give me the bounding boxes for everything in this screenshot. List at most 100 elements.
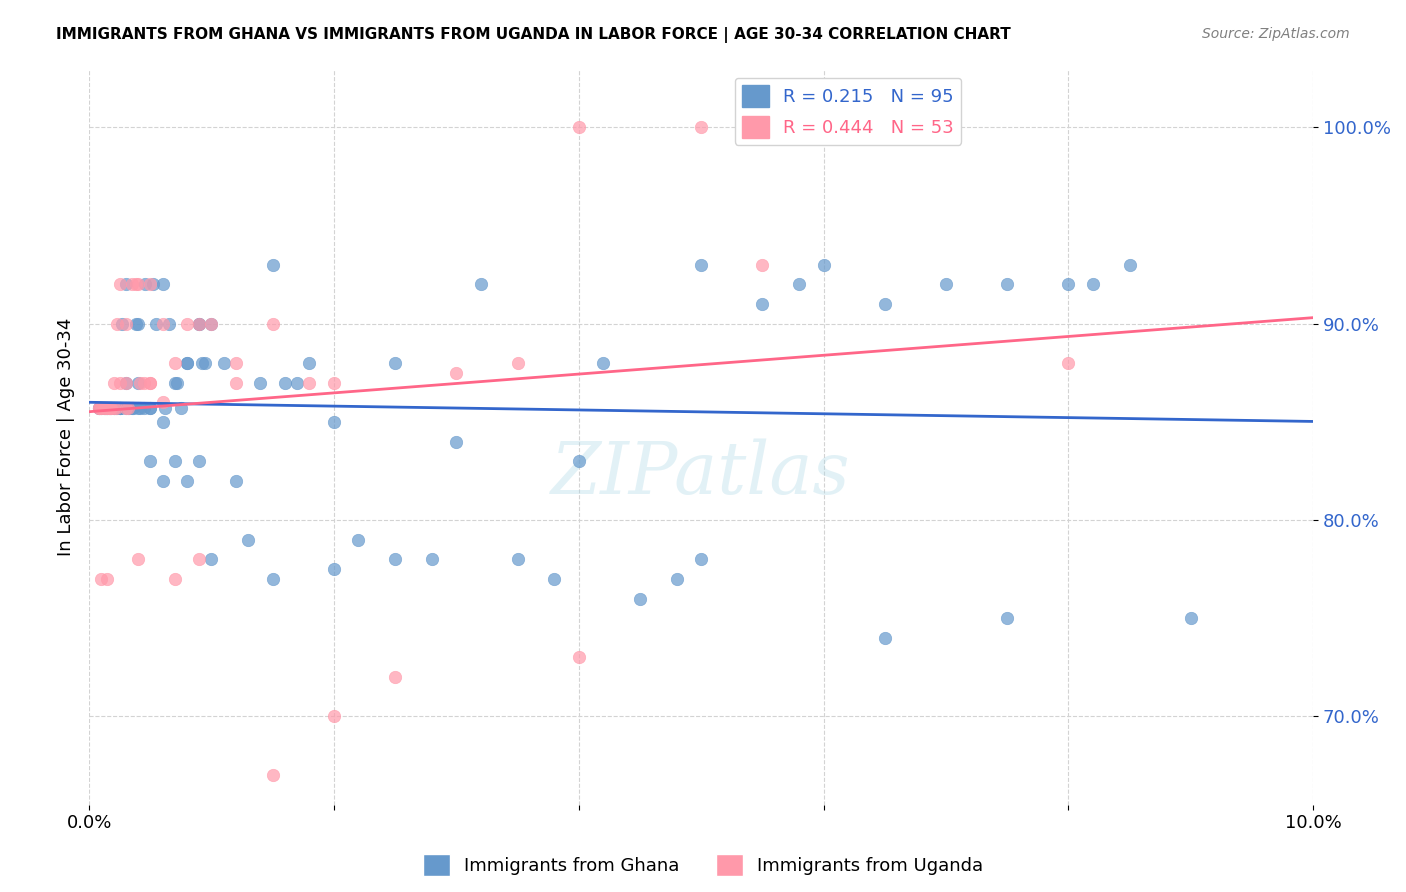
Point — [274, 376, 297, 390]
Point — [124, 277, 146, 292]
Point — [506, 552, 529, 566]
Point — [105, 401, 128, 416]
Point — [188, 454, 211, 468]
Point — [152, 474, 174, 488]
Text: ZIPatlas: ZIPatlas — [551, 438, 851, 508]
Point — [249, 376, 271, 390]
Point — [298, 376, 321, 390]
Point — [188, 317, 211, 331]
Point — [103, 401, 125, 416]
Point — [873, 297, 896, 311]
Point — [105, 401, 128, 416]
Point — [94, 401, 117, 416]
Point — [568, 650, 591, 665]
Point — [117, 401, 139, 416]
Point — [96, 401, 118, 416]
Point — [176, 317, 198, 331]
Point — [114, 401, 136, 416]
Point — [1057, 356, 1080, 370]
Point — [108, 401, 131, 416]
Point — [97, 401, 120, 416]
Point — [118, 401, 141, 416]
Point — [298, 356, 321, 370]
Point — [152, 277, 174, 292]
Point — [1081, 277, 1104, 292]
Point — [262, 768, 284, 782]
Point — [96, 572, 118, 586]
Point — [262, 258, 284, 272]
Point — [103, 376, 125, 390]
Point — [190, 356, 212, 370]
Point — [690, 258, 713, 272]
Point — [96, 401, 118, 416]
Point — [145, 317, 167, 331]
Point — [322, 415, 344, 429]
Point — [157, 317, 180, 331]
Point — [152, 395, 174, 409]
Point — [813, 258, 835, 272]
Point — [139, 454, 162, 468]
Point — [446, 366, 468, 380]
Point — [506, 356, 529, 370]
Point — [163, 572, 186, 586]
Point — [384, 552, 406, 566]
Point — [114, 317, 136, 331]
Point — [139, 376, 162, 390]
Point — [111, 317, 134, 331]
Point — [935, 277, 957, 292]
Point — [690, 120, 713, 135]
Point — [122, 401, 145, 416]
Point — [787, 277, 810, 292]
Point — [194, 356, 217, 370]
Point — [322, 562, 344, 576]
Point — [114, 376, 136, 390]
Point — [995, 277, 1018, 292]
Point — [114, 376, 136, 390]
Point — [628, 591, 651, 606]
Point — [873, 631, 896, 645]
Point — [200, 552, 222, 566]
Point — [384, 356, 406, 370]
Point — [238, 533, 260, 547]
Point — [96, 401, 118, 416]
Point — [105, 401, 128, 416]
Point — [188, 552, 211, 566]
Point — [176, 474, 198, 488]
Point — [108, 376, 131, 390]
Point — [212, 356, 235, 370]
Point — [108, 277, 131, 292]
Point — [134, 376, 156, 390]
Y-axis label: In Labor Force | Age 30-34: In Labor Force | Age 30-34 — [58, 318, 75, 556]
Point — [262, 572, 284, 586]
Point — [322, 376, 344, 390]
Point — [262, 317, 284, 331]
Point — [420, 552, 443, 566]
Point — [129, 401, 152, 416]
Point — [543, 572, 565, 586]
Point — [592, 356, 614, 370]
Point — [568, 454, 591, 468]
Point — [200, 317, 222, 331]
Point — [108, 401, 131, 416]
Point — [166, 376, 188, 390]
Point — [100, 401, 122, 416]
Point — [188, 317, 211, 331]
Point — [225, 474, 247, 488]
Point — [384, 670, 406, 684]
Point — [188, 317, 211, 331]
Text: Source: ZipAtlas.com: Source: ZipAtlas.com — [1202, 27, 1350, 41]
Point — [751, 297, 773, 311]
Point — [170, 401, 193, 416]
Point — [690, 552, 713, 566]
Point — [163, 454, 186, 468]
Point — [105, 317, 128, 331]
Point — [90, 401, 112, 416]
Point — [121, 401, 143, 416]
Point — [153, 401, 176, 416]
Point — [470, 277, 492, 292]
Point — [163, 376, 186, 390]
Point — [142, 277, 165, 292]
Point — [93, 401, 115, 416]
Point — [114, 401, 136, 416]
Point — [127, 277, 149, 292]
